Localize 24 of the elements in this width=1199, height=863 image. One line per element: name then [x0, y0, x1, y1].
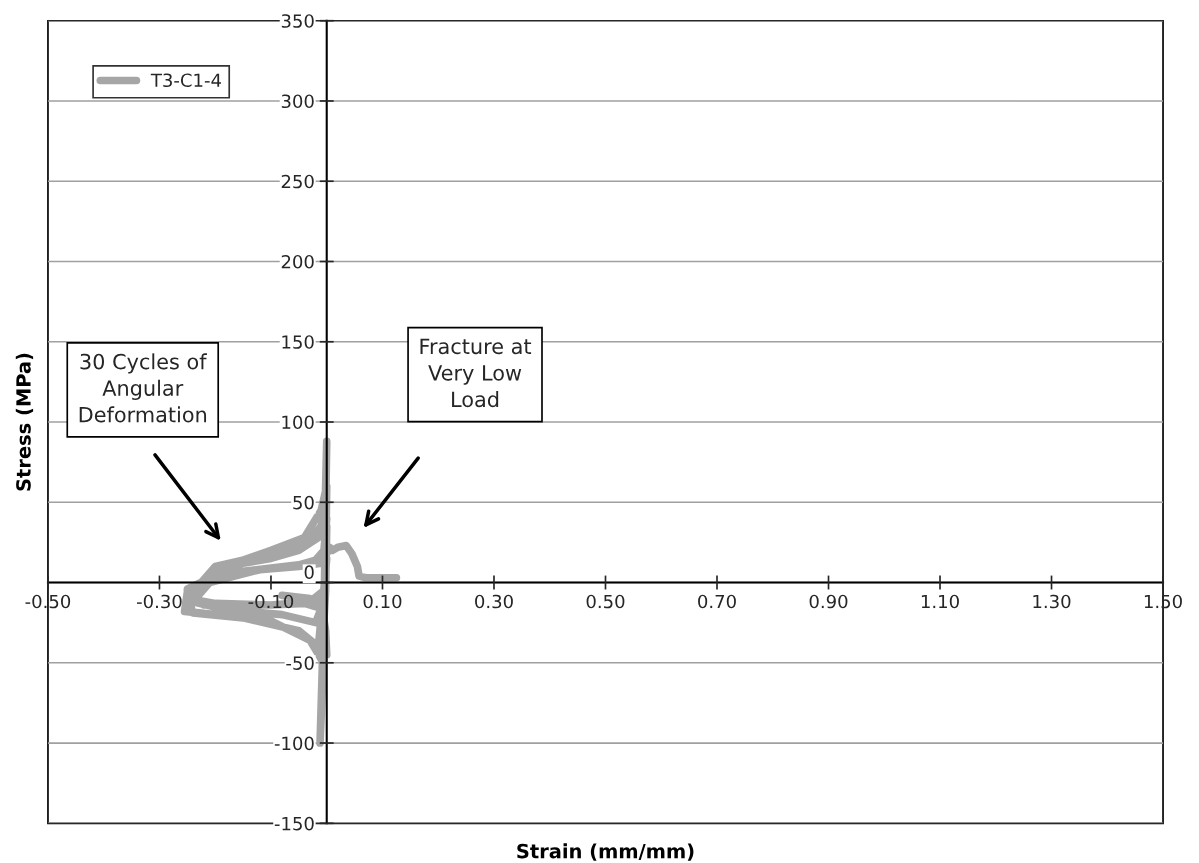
- legend-label: T3-C1-4: [150, 73, 221, 88]
- y-tick-label: 150: [282, 335, 314, 349]
- y-axis-title: Stress (MPa): [15, 353, 34, 491]
- annotation: Fracture at Very Low Load: [420, 338, 532, 408]
- y-tick-label: 50: [293, 495, 314, 510]
- y-tick-label: 100: [282, 415, 314, 430]
- y-tick-label: 300: [281, 94, 314, 109]
- x-tick-label: 0.50: [586, 594, 625, 609]
- x-tick-label: 0.70: [698, 594, 736, 609]
- y-tick-label: -100: [274, 736, 314, 751]
- x-tick-label: 0.90: [809, 594, 848, 609]
- y-tick-label: 200: [281, 254, 314, 269]
- y-tick-label: 250: [281, 174, 314, 189]
- annotation: 30 Cycles of Angular Deformation: [79, 353, 207, 423]
- x-tick-label: 1.30: [1033, 594, 1071, 609]
- y-tick-label: -150: [274, 816, 314, 831]
- x-axis-title: Strain (mm/mm): [517, 843, 694, 861]
- x-tick-label: 0.30: [475, 594, 513, 609]
- y-tick-label: 0: [304, 565, 314, 580]
- y-tick-label: -50: [286, 656, 314, 670]
- x-tick-label: -0.30: [136, 594, 182, 609]
- x-tick-label: 0.10: [363, 594, 402, 609]
- x-tick-label: 1.10: [921, 594, 959, 609]
- y-tick-label: 350: [281, 14, 314, 28]
